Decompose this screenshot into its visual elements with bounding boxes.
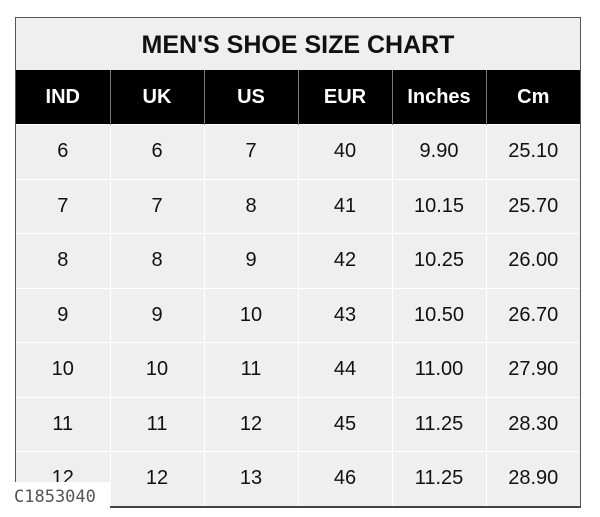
size-chart: MEN'S SHOE SIZE CHART IND UK US EUR Inches Cm… (15, 17, 581, 508)
size-table: IND UK US EUR Inches Cm 6 6 7 40 9.90 25.10 7 7 8 41 10… (16, 70, 580, 506)
table-cell: 9 (109, 287, 204, 343)
table-row: 8 8 9 42 10.25 26.00 (16, 233, 580, 288)
table-cell: 25.10 (485, 124, 580, 179)
watermark-code: C1853040 (12, 482, 110, 508)
table-cell: 25.70 (485, 178, 580, 234)
table-row: 6 6 7 40 9.90 25.10 (16, 124, 580, 179)
table-cell: 10.50 (391, 287, 486, 343)
column-header: UK (109, 70, 204, 125)
table-cell: 43 (297, 287, 392, 343)
table-row: 9 9 10 43 10.50 26.70 (16, 287, 580, 343)
table-cell: 46 (297, 451, 392, 506)
table-cell: 8 (203, 178, 298, 234)
table-row: 10 10 11 44 11.00 27.90 (16, 342, 580, 397)
table-cell: 8 (16, 233, 110, 288)
table-row: 12 12 13 46 11.25 28.90 (16, 451, 580, 506)
column-header: IND (16, 70, 110, 125)
table-cell: 12 (203, 396, 298, 452)
table-cell: 10 (203, 287, 298, 343)
table-cell: 11 (109, 396, 204, 452)
table-cell: 7 (16, 178, 110, 234)
column-header: Cm (485, 70, 580, 125)
table-cell: 28.30 (485, 396, 580, 452)
table-cell: 6 (109, 124, 204, 179)
table-cell: 8 (109, 233, 204, 288)
table-row: 11 11 12 45 11.25 28.30 (16, 396, 580, 452)
table-cell: 7 (203, 124, 298, 179)
table-cell: 42 (297, 233, 392, 288)
table-cell: 28.90 (485, 451, 580, 506)
table-cell: 10.15 (391, 178, 486, 234)
table-cell: 11 (203, 342, 298, 397)
table-cell: 26.70 (485, 287, 580, 343)
table-cell: 13 (203, 451, 298, 506)
table-cell: 26.00 (485, 233, 580, 288)
table-cell: 11.25 (391, 451, 486, 506)
table-cell: 10.25 (391, 233, 486, 288)
chart-title: MEN'S SHOE SIZE CHART (16, 18, 580, 70)
table-cell: 10 (109, 342, 204, 397)
table-cell: 9 (203, 233, 298, 288)
table-cell: 9 (16, 287, 110, 343)
table-cell: 10 (16, 342, 110, 397)
table-cell: 40 (297, 124, 392, 179)
table-cell: 45 (297, 396, 392, 452)
table-cell: 9.90 (391, 124, 486, 179)
table-cell: 44 (297, 342, 392, 397)
header-row: IND UK US EUR Inches Cm (16, 70, 580, 125)
table-cell: 7 (109, 178, 204, 234)
table-cell: 11 (16, 396, 110, 452)
column-header: US (203, 70, 298, 125)
table-cell: 11.00 (391, 342, 486, 397)
table-row: 7 7 8 41 10.15 25.70 (16, 178, 580, 234)
table-cell: 11.25 (391, 396, 486, 452)
column-header: EUR (297, 70, 392, 125)
table-cell: 27.90 (485, 342, 580, 397)
table-cell: 41 (297, 178, 392, 234)
table-cell: 6 (16, 124, 110, 179)
table-cell: 12 (109, 451, 204, 506)
column-header: Inches (391, 70, 486, 125)
